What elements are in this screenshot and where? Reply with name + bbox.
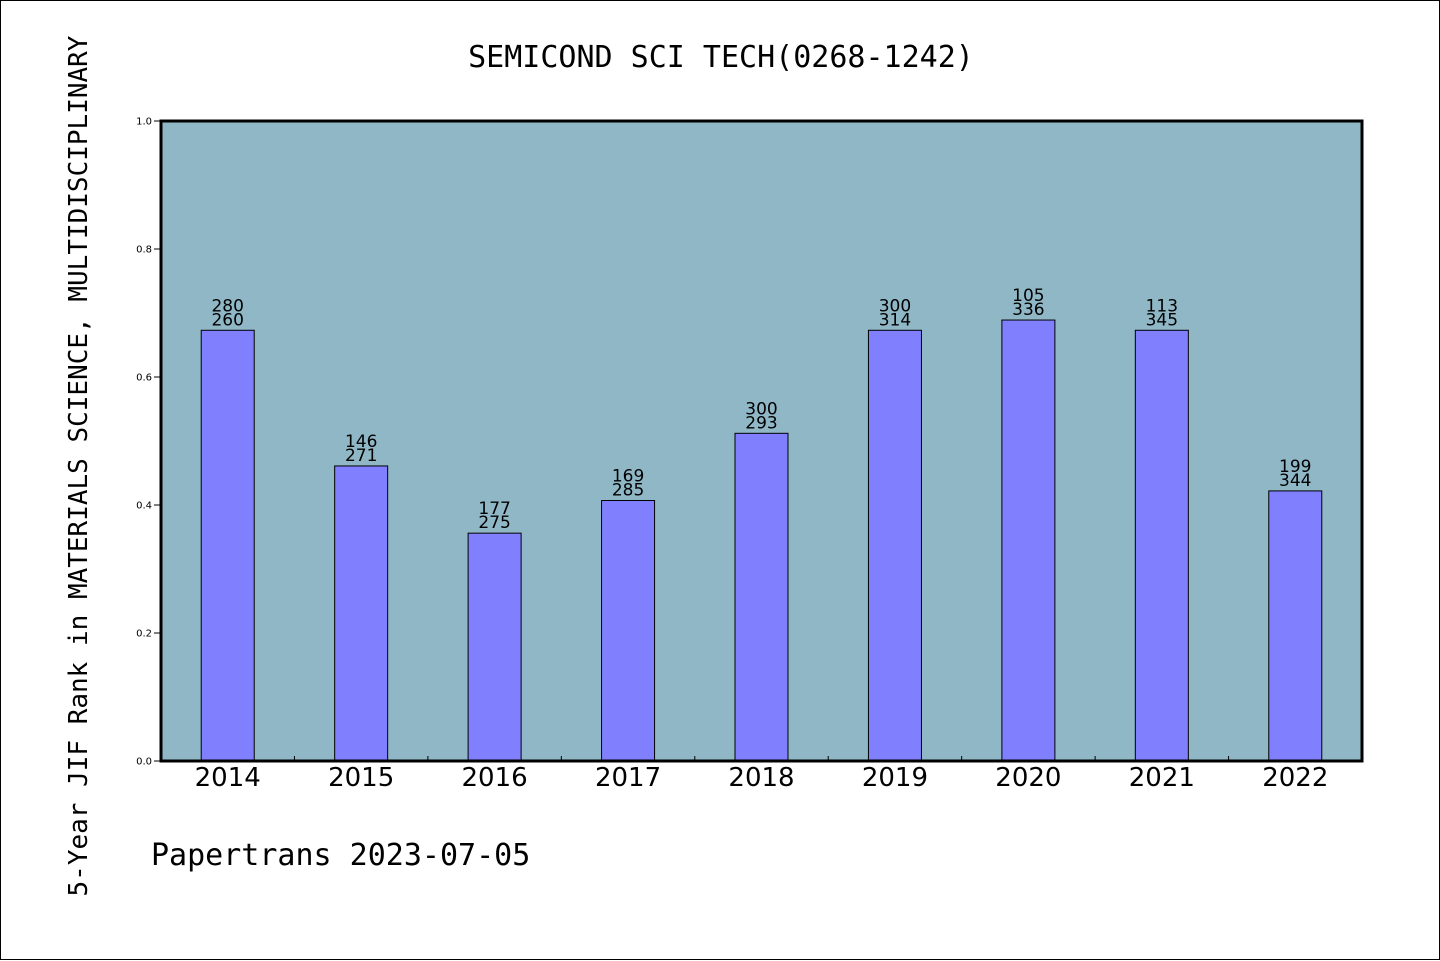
bar-label-bottom-2018: 293: [745, 413, 777, 433]
bar-2017: [601, 500, 656, 762]
y-tick-label-0.4: 0.4: [136, 501, 152, 512]
bar-2022: [1268, 490, 1323, 762]
y-tick-label-0.8: 0.8: [136, 245, 152, 256]
bar-2016: [467, 532, 522, 762]
bar-2020: [1001, 319, 1056, 762]
x-tick-label-2020: 2020: [995, 763, 1061, 793]
x-tick-label-2021: 2021: [1129, 763, 1195, 793]
bar-label-bottom-2022: 344: [1279, 471, 1311, 491]
x-tick-label-2017: 2017: [595, 763, 661, 793]
footer-credit: Papertrans 2023-07-05: [151, 838, 530, 873]
y-axis-label: 5-Year JIF Rank in MATERIALS SCIENCE, MU…: [64, 35, 94, 896]
bar-label-bottom-2014: 260: [211, 310, 243, 330]
bar-label-top-2017: 169: [612, 467, 644, 487]
x-tick-label-2016: 2016: [462, 763, 528, 793]
x-tick-label-2014: 2014: [195, 763, 261, 793]
x-tick-label-2019: 2019: [862, 763, 928, 793]
bar-label-top-2021: 113: [1146, 296, 1178, 316]
bar-label-bottom-2016: 275: [478, 513, 510, 533]
bar-label-bottom-2017: 285: [612, 481, 644, 501]
plot-border: [159, 119, 1364, 763]
bar-label-top-2014: 280: [211, 296, 243, 316]
bar-2018: [734, 432, 789, 762]
bar-2015: [334, 465, 389, 762]
bar-labels-group: 2802601462711772751692853002933003141053…: [211, 286, 1311, 533]
bar-label-bottom-2020: 336: [1012, 300, 1044, 320]
y-tick-label-0.0: 0.0: [136, 757, 152, 768]
y-tick-label-0.2: 0.2: [136, 629, 152, 640]
y-tick-label-0.6: 0.6: [136, 373, 152, 384]
bar-label-top-2016: 177: [478, 499, 510, 519]
bar-label-bottom-2019: 314: [879, 310, 911, 330]
bar-label-top-2019: 300: [879, 296, 911, 316]
x-axis: 2014 2015 2016 2017 2018 2019 2020 2021 2022: [195, 756, 1328, 793]
x-tick-label-2018: 2018: [728, 763, 794, 793]
y-tick-label-1.0: 1.0: [136, 117, 152, 128]
bars-group: [200, 319, 1323, 762]
bar-2019: [867, 329, 922, 762]
bar-label-top-2015: 146: [345, 432, 377, 452]
bar-label-top-2020: 105: [1012, 286, 1044, 306]
x-tick-label-2022: 2022: [1262, 763, 1328, 793]
chart-title: SEMICOND SCI TECH(0268-1242): [468, 40, 974, 75]
bar-2021: [1134, 329, 1189, 762]
x-tick-label-2015: 2015: [328, 763, 394, 793]
bar-label-top-2022: 199: [1279, 457, 1311, 477]
bar-label-bottom-2021: 345: [1146, 310, 1178, 330]
bar-label-top-2018: 300: [745, 399, 777, 419]
bar-label-bottom-2015: 271: [345, 446, 377, 466]
y-axis: 0.0 0.2 0.4 0.6 0.8 1.0: [136, 117, 161, 768]
bar-2014: [200, 329, 255, 762]
